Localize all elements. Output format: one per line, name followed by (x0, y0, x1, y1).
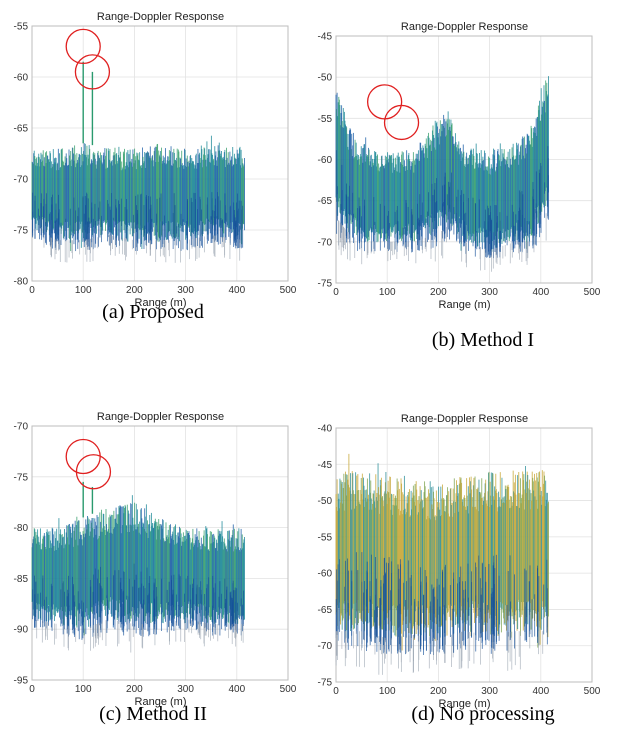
chart-title: Range-Doppler Response (97, 411, 224, 423)
chart-panel-3: Range-Doppler Response -95 -90 -85 -80 -75 -70… (14, 411, 297, 725)
target-marker-circle (65, 28, 101, 65)
y-tick-label: -80 (14, 523, 29, 534)
x-tick-label: 100 (379, 686, 396, 697)
x-tick-label: 300 (481, 686, 498, 697)
x-tick-label: 400 (532, 686, 549, 697)
figure-caption: (b) Method I (432, 329, 534, 351)
y-tick-label: -70 (318, 237, 333, 248)
x-tick-label: 0 (333, 287, 339, 298)
figure-caption: (a) Proposed (102, 301, 204, 323)
y-tick-label: -65 (14, 124, 29, 135)
chart-panel-1: Range-Doppler Response -80 -75 -70 -65 -60 -55… (14, 11, 297, 323)
y-tick-label: -65 (318, 605, 333, 616)
x-tick-label: 100 (75, 684, 92, 695)
x-tick-label: 100 (379, 287, 396, 298)
y-tick-label: -85 (14, 574, 29, 585)
y-tick-label: -50 (318, 73, 333, 84)
y-tick-label: -55 (318, 114, 333, 125)
x-tick-label: 400 (532, 287, 549, 298)
chart-title: Range-Doppler Response (401, 413, 528, 425)
data-traces (335, 453, 549, 675)
x-axis-label: Range (m) (439, 698, 491, 710)
x-tick-label: 300 (481, 287, 498, 298)
x-tick-label: 200 (126, 684, 143, 695)
y-tick-label: -60 (14, 73, 29, 84)
y-tick-label: -75 (14, 472, 29, 483)
x-tick-label: 200 (430, 686, 447, 697)
x-tick-label: 500 (280, 684, 297, 695)
x-tick-label: 500 (584, 287, 601, 298)
target-marker-circle (383, 104, 420, 141)
y-tick-label: -95 (14, 676, 29, 687)
y-tick-label: -40 (318, 424, 333, 435)
y-tick-label: -45 (318, 460, 333, 471)
y-tick-label: -70 (14, 175, 29, 186)
data-traces (335, 76, 549, 272)
x-tick-label: 200 (430, 287, 447, 298)
y-tick-label: -70 (318, 641, 333, 652)
chart-panel-4: Range-Doppler Response -75 -70 -65 -60 -55 -50… (318, 413, 601, 725)
x-tick-label: 0 (29, 684, 35, 695)
y-tick-label: -80 (14, 277, 29, 288)
x-tick-label: 300 (177, 285, 194, 296)
x-axis-label: Range (m) (135, 297, 187, 309)
target-marker-circle (74, 54, 111, 90)
target-marker-circle (366, 84, 403, 120)
y-tick-label: -45 (318, 32, 333, 43)
x-axis-label: Range (m) (135, 696, 187, 708)
data-traces (31, 495, 245, 653)
x-tick-label: 0 (29, 285, 35, 296)
chart-title: Range-Doppler Response (401, 21, 528, 33)
x-tick-label: 500 (280, 285, 297, 296)
y-tick-label: -75 (318, 279, 333, 290)
x-tick-label: 300 (177, 684, 194, 695)
y-tick-label: -60 (318, 155, 333, 166)
y-tick-label: -50 (318, 496, 333, 507)
x-tick-label: 500 (584, 686, 601, 697)
data-traces (31, 135, 245, 263)
plot-frame (31, 25, 289, 282)
y-tick-label: -75 (14, 226, 29, 237)
y-tick-label: -55 (14, 22, 29, 33)
y-tick-label: -65 (318, 196, 333, 207)
x-tick-label: 0 (333, 686, 339, 697)
y-tick-label: -75 (318, 678, 333, 689)
y-tick-label: -90 (14, 625, 29, 636)
x-tick-label: 200 (126, 285, 143, 296)
y-tick-label: -60 (318, 569, 333, 580)
chart-panel-2: Range-Doppler Response -75 -70 -65 -60 -55 -50… (318, 21, 601, 351)
y-tick-label: -55 (318, 532, 333, 543)
x-tick-label: 400 (228, 285, 245, 296)
x-tick-label: 400 (228, 684, 245, 695)
figure-caption: (d) No processing (411, 703, 554, 725)
target-marker-circle (75, 454, 112, 490)
x-axis-label: Range (m) (439, 299, 491, 311)
x-tick-label: 100 (75, 285, 92, 296)
chart-title: Range-Doppler Response (97, 11, 224, 23)
figure-caption: (c) Method II (99, 703, 207, 725)
y-tick-label: -70 (14, 422, 29, 433)
